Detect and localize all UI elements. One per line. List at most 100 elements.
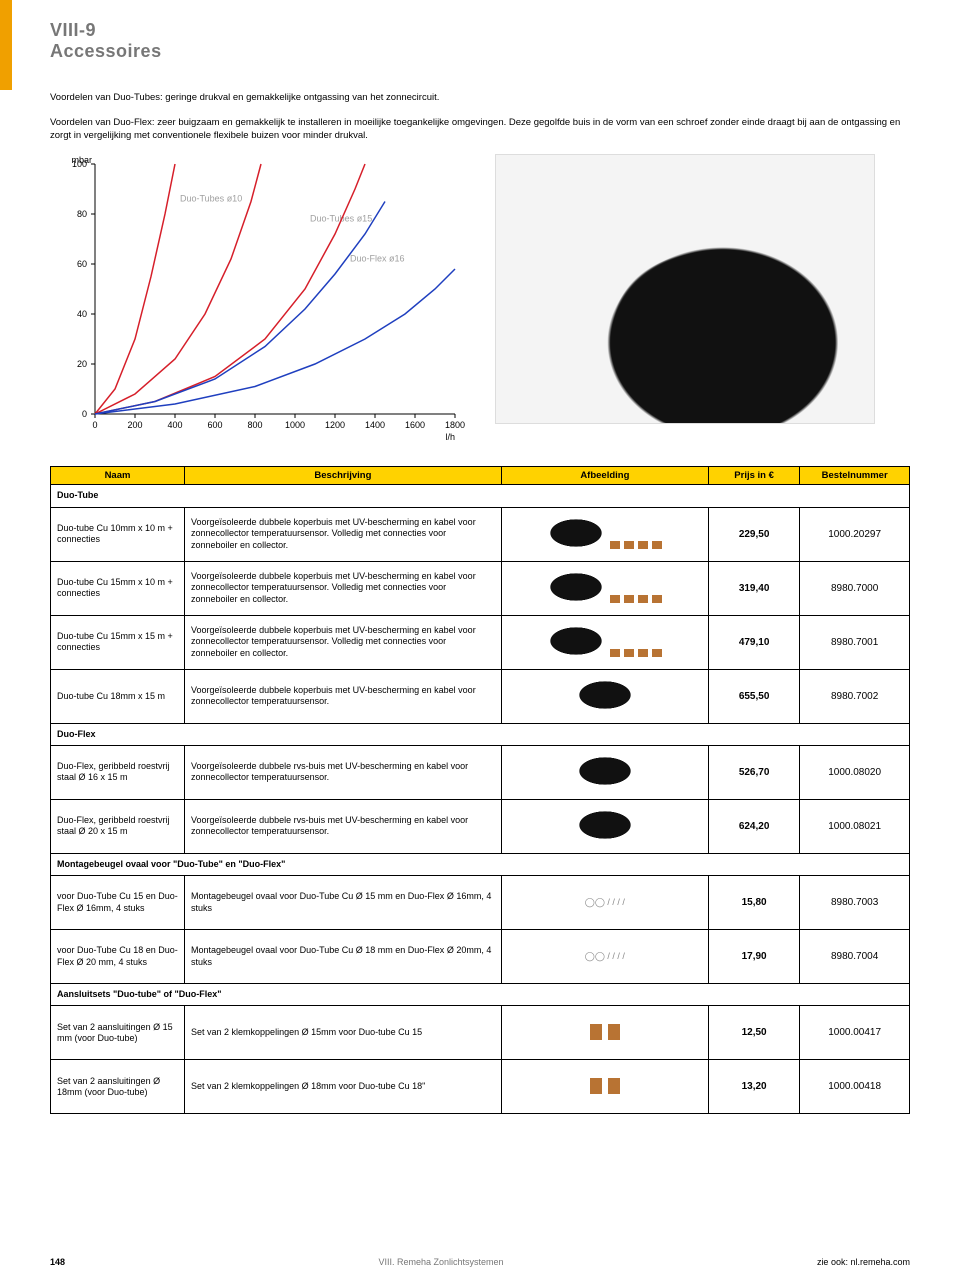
table-row: voor Duo-Tube Cu 18 en Duo-Flex Ø 20 mm,…: [51, 930, 910, 984]
cell-price: 15,80: [708, 876, 799, 930]
footer-section: VIII. Remeha Zonlichtsystemen: [378, 1257, 503, 1267]
cell-code: 8980.7002: [800, 669, 910, 723]
cell-price: 319,40: [708, 561, 799, 615]
svg-text:1200: 1200: [325, 420, 345, 430]
svg-text:l/h: l/h: [445, 432, 455, 442]
table-row: Set van 2 aansluitingen Ø 15 mm (voor Du…: [51, 1006, 910, 1060]
cell-thumb: ◯◯ / / / /: [501, 876, 708, 930]
svg-text:0: 0: [82, 409, 87, 419]
svg-text:1000: 1000: [285, 420, 305, 430]
cell-code: 1000.00418: [800, 1060, 910, 1114]
cell-desc: Voorgeïsoleerde dubbele koperbuis met UV…: [185, 561, 502, 615]
cell-price: 526,70: [708, 745, 799, 799]
cell-code: 8980.7001: [800, 615, 910, 669]
cell-desc: Set van 2 klemkoppelingen Ø 15mm voor Du…: [185, 1006, 502, 1060]
cell-thumb: [501, 799, 708, 853]
cell-thumb: [501, 1060, 708, 1114]
cell-name: Set van 2 aansluitingen Ø 15 mm (voor Du…: [51, 1006, 185, 1060]
svg-text:800: 800: [247, 420, 262, 430]
footer-url: zie ook: nl.remeha.com: [817, 1257, 910, 1267]
cell-thumb: [501, 745, 708, 799]
cell-thumb: [501, 615, 708, 669]
cell-name: voor Duo-Tube Cu 18 en Duo-Flex Ø 20 mm,…: [51, 930, 185, 984]
cell-code: 8980.7004: [800, 930, 910, 984]
cell-name: Set van 2 aansluitingen Ø 18mm (voor Duo…: [51, 1060, 185, 1114]
cell-code: 1000.00417: [800, 1006, 910, 1060]
cell-thumb: [501, 669, 708, 723]
cell-desc: Voorgeïsoleerde dubbele rvs-buis met UV-…: [185, 799, 502, 853]
table-row: Duo-tube Cu 15mm x 10 m + connecties Voo…: [51, 561, 910, 615]
cell-code: 1000.20297: [800, 507, 910, 561]
svg-text:600: 600: [207, 420, 222, 430]
cell-name: Duo-Flex, geribbeld roestvrij staal Ø 16…: [51, 745, 185, 799]
cell-name: Duo-tube Cu 18mm x 15 m: [51, 669, 185, 723]
svg-text:20: 20: [77, 359, 87, 369]
cell-price: 13,20: [708, 1060, 799, 1114]
cell-name: Duo-tube Cu 10mm x 10 m + connecties: [51, 507, 185, 561]
cell-name: voor Duo-Tube Cu 15 en Duo-Flex Ø 16mm, …: [51, 876, 185, 930]
cell-code: 8980.7000: [800, 561, 910, 615]
table-row: Duo-tube Cu 10mm x 10 m + connecties Voo…: [51, 507, 910, 561]
section-title: Montagebeugel ovaal voor "Duo-Tube" en "…: [51, 853, 910, 875]
section-title: Duo-Tube: [51, 485, 910, 507]
svg-text:mbar: mbar: [71, 155, 92, 165]
cell-thumb: ◯◯ / / / /: [501, 930, 708, 984]
th-price: Prijs in €: [708, 467, 799, 485]
header-code: VIII-9: [50, 20, 910, 41]
cell-code: 8980.7003: [800, 876, 910, 930]
svg-text:80: 80: [77, 209, 87, 219]
pressure-drop-chart: 0204060801000200400600800100012001400160…: [50, 154, 465, 446]
cell-thumb: [501, 507, 708, 561]
cell-thumb: [501, 561, 708, 615]
table-row: Duo-Flex, geribbeld roestvrij staal Ø 16…: [51, 745, 910, 799]
svg-text:200: 200: [127, 420, 142, 430]
cell-price: 655,50: [708, 669, 799, 723]
svg-text:60: 60: [77, 259, 87, 269]
th-name: Naam: [51, 467, 185, 485]
cell-desc: Montagebeugel ovaal voor Duo-Tube Cu Ø 1…: [185, 930, 502, 984]
cell-desc: Voorgeïsoleerde dubbele koperbuis met UV…: [185, 615, 502, 669]
svg-text:Duo-Flex ø16: Duo-Flex ø16: [350, 254, 405, 264]
cell-price: 479,10: [708, 615, 799, 669]
accent-bar: [0, 0, 12, 90]
cell-desc: Set van 2 klemkoppelingen Ø 18mm voor Du…: [185, 1060, 502, 1114]
page-number: 148: [50, 1257, 65, 1267]
table-row: voor Duo-Tube Cu 15 en Duo-Flex Ø 16mm, …: [51, 876, 910, 930]
section-title: Aansluitsets "Duo-tube" of "Duo-Flex": [51, 984, 910, 1006]
th-img: Afbeelding: [501, 467, 708, 485]
svg-text:0: 0: [92, 420, 97, 430]
cell-desc: Montagebeugel ovaal voor Duo-Tube Cu Ø 1…: [185, 876, 502, 930]
cell-price: 229,50: [708, 507, 799, 561]
svg-text:1600: 1600: [405, 420, 425, 430]
cell-price: 17,90: [708, 930, 799, 984]
intro-p1: Voordelen van Duo-Tubes: geringe drukval…: [50, 92, 910, 105]
cell-desc: Voorgeïsoleerde dubbele rvs-buis met UV-…: [185, 745, 502, 799]
cell-desc: Voorgeïsoleerde dubbele koperbuis met UV…: [185, 507, 502, 561]
table-row: Duo-Flex, geribbeld roestvrij staal Ø 20…: [51, 799, 910, 853]
cell-code: 1000.08020: [800, 745, 910, 799]
cell-price: 624,20: [708, 799, 799, 853]
cell-name: Duo-Flex, geribbeld roestvrij staal Ø 20…: [51, 799, 185, 853]
cell-name: Duo-tube Cu 15mm x 10 m + connecties: [51, 561, 185, 615]
svg-text:40: 40: [77, 309, 87, 319]
table-row: Set van 2 aansluitingen Ø 18mm (voor Duo…: [51, 1060, 910, 1114]
section-title: Duo-Flex: [51, 723, 910, 745]
table-row: Duo-tube Cu 15mm x 15 m + connecties Voo…: [51, 615, 910, 669]
cell-name: Duo-tube Cu 15mm x 15 m + connecties: [51, 615, 185, 669]
intro-p2: Voordelen van Duo-Flex: zeer buigzaam en…: [50, 117, 910, 143]
cell-thumb: [501, 1006, 708, 1060]
cell-desc: Voorgeïsoleerde dubbele koperbuis met UV…: [185, 669, 502, 723]
product-photo: [495, 154, 875, 424]
th-desc: Beschrijving: [185, 467, 502, 485]
svg-text:1800: 1800: [445, 420, 465, 430]
table-row: Duo-tube Cu 18mm x 15 m Voorgeïsoleerde …: [51, 669, 910, 723]
svg-text:Duo-Tubes ø10: Duo-Tubes ø10: [180, 194, 242, 204]
accessories-table: Naam Beschrijving Afbeelding Prijs in € …: [50, 466, 910, 1114]
svg-text:400: 400: [167, 420, 182, 430]
svg-text:1400: 1400: [365, 420, 385, 430]
cell-price: 12,50: [708, 1006, 799, 1060]
page-footer: 148 VIII. Remeha Zonlichtsystemen zie oo…: [0, 1257, 960, 1267]
cell-code: 1000.08021: [800, 799, 910, 853]
th-code: Bestelnummer: [800, 467, 910, 485]
header-title: Accessoires: [50, 41, 910, 62]
